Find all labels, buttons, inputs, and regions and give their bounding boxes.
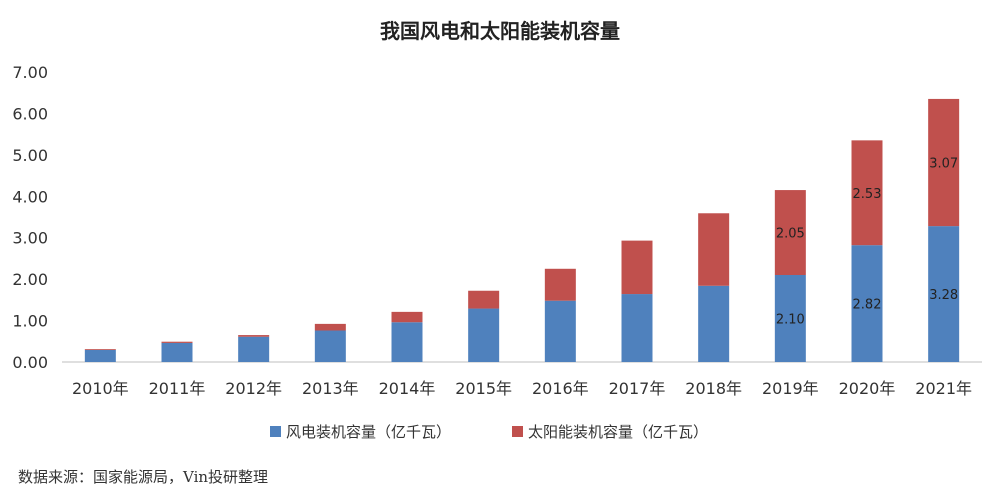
- bar-segment: [314, 323, 346, 331]
- bar-segment: [314, 330, 346, 362]
- source-note: 数据来源：国家能源局，Vin投研整理: [18, 468, 269, 486]
- x-tick-label: 2012年: [225, 379, 282, 398]
- bar-segment: [84, 349, 116, 350]
- bar-segment: [928, 98, 960, 227]
- x-tick-label: 2010年: [72, 379, 129, 398]
- y-tick-label: 5.00: [12, 146, 48, 165]
- bar-segment: [468, 290, 500, 309]
- bar-segment: [161, 342, 193, 362]
- data-label: 3.28: [929, 288, 958, 303]
- x-tick-label: 2011年: [149, 379, 206, 398]
- legend-swatch: [270, 426, 281, 437]
- data-label: 2.05: [776, 227, 805, 242]
- x-axis-ticks: 2010年 2011年 2012年 2013年 2014年 2015年 2016年 2017年…: [72, 379, 972, 398]
- x-tick-label: 2016年: [532, 379, 589, 398]
- bar-segment: [774, 275, 806, 362]
- bar-segment: [544, 268, 576, 301]
- legend-label: 太阳能装机容量（亿千瓦）: [528, 423, 708, 441]
- bar-segment: [928, 226, 960, 362]
- data-label: 3.07: [929, 157, 958, 172]
- data-label: 2.53: [853, 187, 882, 202]
- x-tick-label: 2014年: [379, 379, 436, 398]
- y-tick-label: 6.00: [12, 104, 48, 123]
- x-tick-label: 2020年: [839, 379, 896, 398]
- x-tick-label: 2017年: [609, 379, 666, 398]
- legend-label: 风电装机容量（亿千瓦）: [286, 423, 451, 441]
- x-tick-label: 2018年: [685, 379, 742, 398]
- x-tick-label: 2021年: [915, 379, 972, 398]
- bar-segment: [391, 322, 423, 362]
- bar-segment: [698, 213, 730, 286]
- bar-segment: [544, 300, 576, 362]
- bar-segment: [621, 240, 653, 295]
- y-axis-ticks: 0.00 1.00 2.00 3.00 4.00 5.00 6.00 7.00: [12, 63, 48, 372]
- y-tick-label: 2.00: [12, 270, 48, 289]
- bar-segment: [851, 245, 883, 362]
- bar-segment: [84, 349, 116, 362]
- y-tick-label: 1.00: [12, 312, 48, 331]
- bar-segment: [161, 341, 193, 343]
- bar-segment: [621, 294, 653, 362]
- y-tick-label: 7.00: [12, 63, 48, 82]
- legend-swatch: [512, 426, 523, 437]
- bar-segment: [391, 311, 423, 323]
- data-labels: 2.10 2.05 2.82 2.53 3.28 3.07: [776, 157, 958, 328]
- y-tick-label: 0.00: [12, 353, 48, 372]
- bar-segment: [698, 285, 730, 362]
- bar-segment: [468, 308, 500, 362]
- y-tick-label: 3.00: [12, 229, 48, 248]
- bar-segment: [238, 336, 270, 362]
- chart-title: 我国风电和太阳能装机容量: [380, 19, 620, 43]
- bars: [84, 98, 960, 362]
- x-tick-label: 2015年: [455, 379, 512, 398]
- legend: 风电装机容量（亿千瓦） 太阳能装机容量（亿千瓦）: [270, 423, 708, 441]
- bar-segment: [238, 335, 270, 337]
- y-tick-label: 4.00: [12, 187, 48, 206]
- bar-segment: [774, 190, 806, 275]
- x-tick-label: 2013年: [302, 379, 359, 398]
- data-label: 2.10: [776, 313, 805, 328]
- bar-segment: [851, 140, 883, 246]
- data-label: 2.82: [853, 298, 882, 313]
- x-tick-label: 2019年: [762, 379, 819, 398]
